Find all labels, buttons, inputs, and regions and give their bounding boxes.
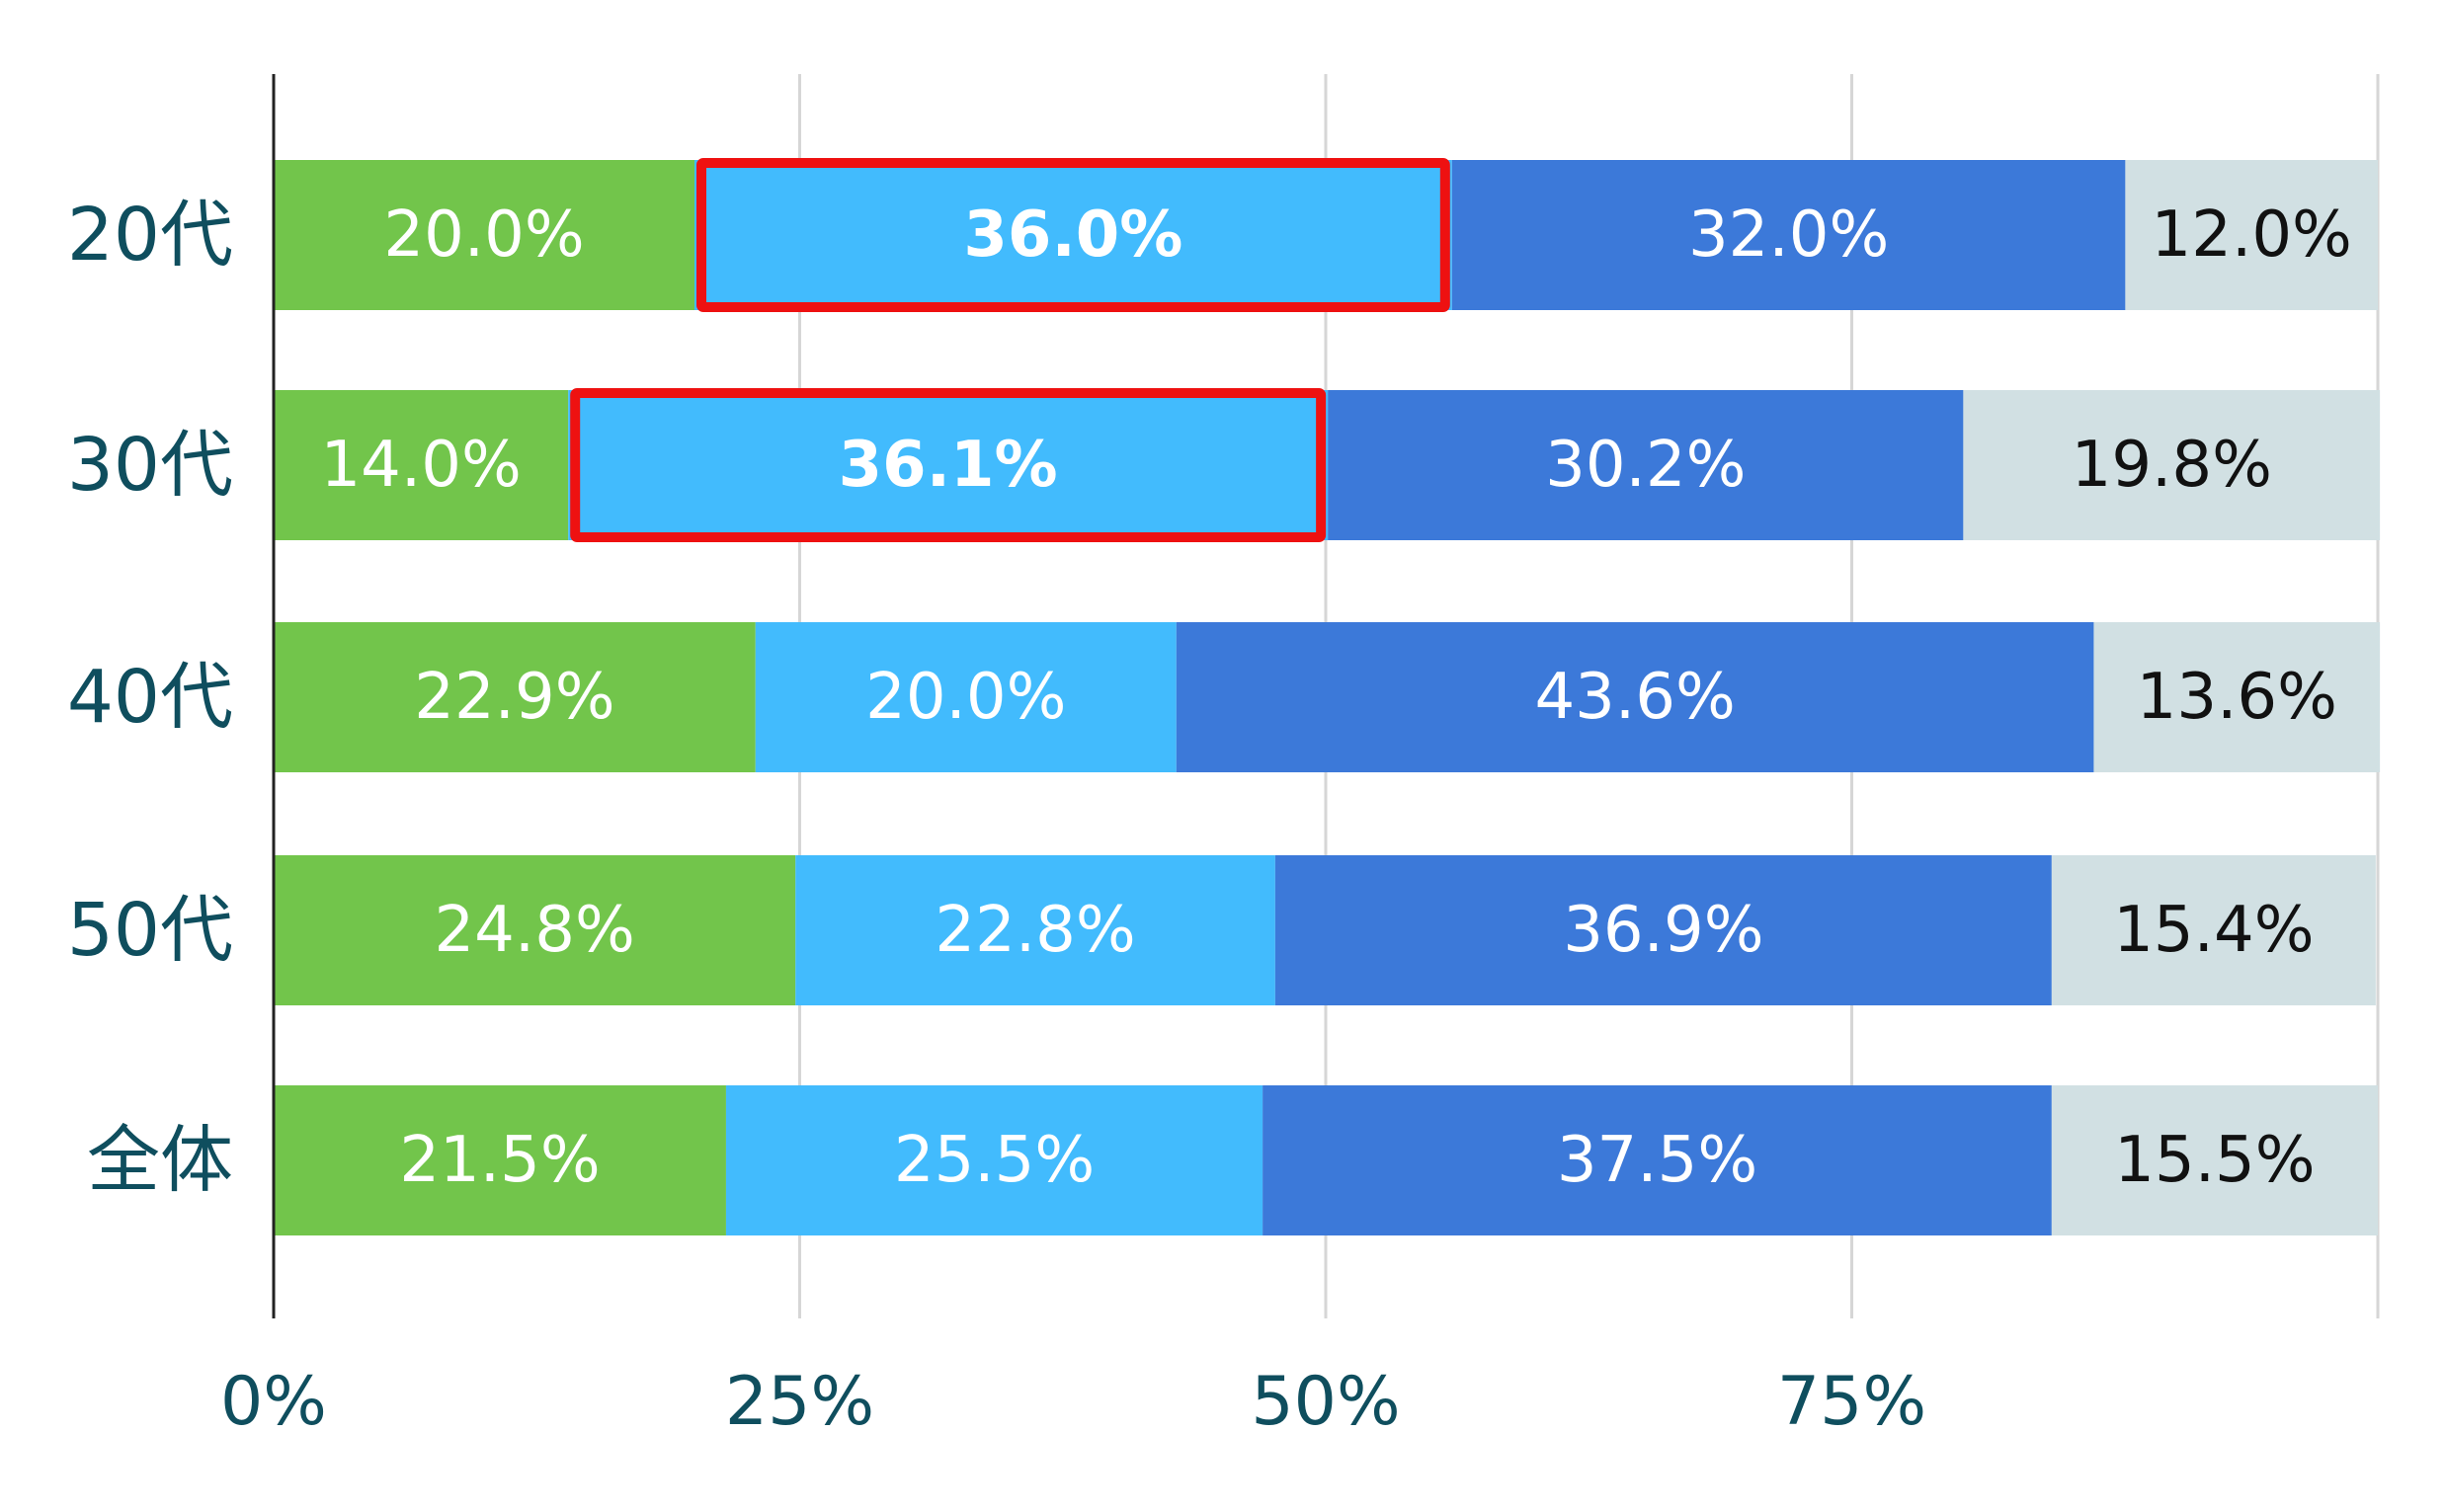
bar-segment — [1176, 622, 2094, 772]
bar-segment — [1963, 390, 2381, 540]
data-label: 36.9% — [1563, 894, 1763, 967]
x-tick-labels: 0% 25% 50% 75% — [220, 1363, 1926, 1441]
bar-segment — [1274, 855, 2052, 1005]
category-label: 20代 — [67, 193, 233, 278]
category-label: 40代 — [67, 655, 233, 740]
data-label: 25.5% — [894, 1124, 1095, 1197]
x-tick-label: 25% — [725, 1363, 874, 1441]
data-labels: 20.0% 36.0% 32.0% 12.0% 14.0% 36.1% 30.2% 19.8%… — [320, 199, 2351, 1197]
category-label: 全体 — [87, 1118, 233, 1203]
data-label: 37.5% — [1557, 1124, 1757, 1197]
data-label: 12.0% — [2152, 199, 2352, 272]
data-label: 24.8% — [434, 894, 634, 967]
bar-segment — [274, 855, 796, 1005]
x-tick-label: 75% — [1777, 1363, 1926, 1441]
category-label: 30代 — [67, 423, 233, 508]
data-label: 19.8% — [2072, 429, 2272, 502]
data-label: 22.8% — [935, 894, 1135, 967]
data-label: 15.4% — [2113, 894, 2314, 967]
data-label: 20.0% — [865, 661, 1066, 734]
data-label: 14.0% — [320, 429, 521, 502]
highlight-box — [696, 158, 1450, 312]
x-tick-label: 50% — [1251, 1363, 1400, 1441]
bars — [274, 160, 2381, 1235]
bar-segment — [274, 390, 569, 540]
data-label: 36.0% — [963, 199, 1182, 272]
data-label: 22.9% — [414, 661, 614, 734]
data-label: 36.1% — [839, 429, 1058, 502]
bar-segment — [2051, 1085, 2378, 1235]
data-label: 21.5% — [399, 1124, 600, 1197]
bar-segment — [1263, 1085, 2052, 1235]
bar-segment — [274, 1085, 726, 1235]
bar-segment — [274, 160, 694, 310]
highlight-box — [570, 388, 1327, 542]
x-tick-label: 0% — [220, 1363, 327, 1441]
data-label: 20.0% — [383, 199, 584, 272]
bar-segment — [694, 160, 1452, 310]
data-label: 30.2% — [1545, 429, 1746, 502]
bar-segment — [2093, 622, 2381, 772]
bar-segment — [795, 855, 1275, 1005]
bar-segment — [274, 622, 756, 772]
category-label: 50代 — [67, 888, 233, 973]
highlight-boxes — [570, 158, 1450, 542]
bar-segment — [2051, 855, 2376, 1005]
bar-segment — [1328, 390, 1964, 540]
bar-segment — [755, 622, 1177, 772]
data-label: 32.0% — [1688, 199, 1889, 272]
data-label: 15.5% — [2114, 1124, 2315, 1197]
bar-segment — [1451, 160, 2126, 310]
data-label: 13.6% — [2137, 661, 2337, 734]
bar-segment — [725, 1085, 1263, 1235]
bar-segment — [2125, 160, 2378, 310]
data-label: 43.6% — [1534, 661, 1735, 734]
bar-segment — [568, 390, 1329, 540]
